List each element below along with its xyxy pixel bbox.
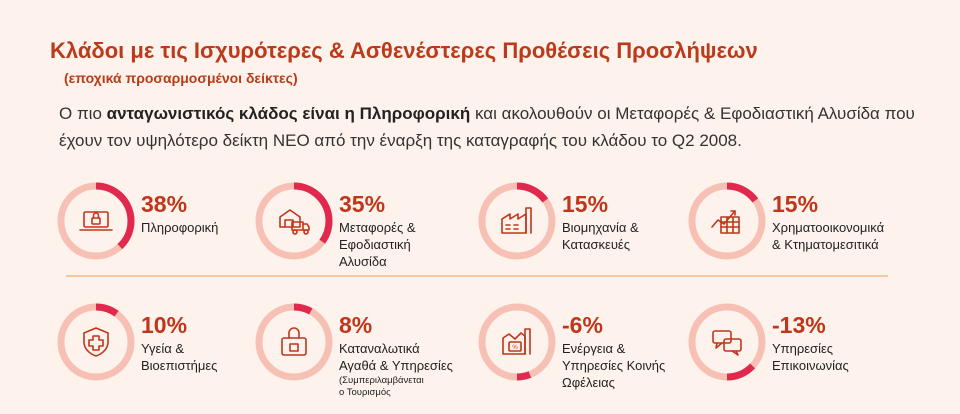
sector-gauge	[478, 182, 556, 260]
sector-label: & Κτηματομεσιτικά	[772, 237, 879, 252]
sector-gauge	[57, 182, 135, 260]
sector-value: 38%	[141, 191, 188, 217]
sector-gauge	[57, 303, 135, 381]
sector-label: Υπηρεσίες	[772, 341, 834, 356]
sector-value: 10%	[141, 312, 188, 338]
chart-growth-icon	[711, 210, 740, 234]
sector-label: Χρηματοοικονομικά	[772, 220, 885, 235]
sector-label: Μεταφορές &	[339, 220, 416, 235]
sector-gauge	[688, 182, 766, 260]
gauge-fill	[478, 303, 556, 381]
svg-text:%: %	[512, 345, 518, 351]
speech-bubbles-icon	[712, 330, 742, 356]
gauge-fill	[255, 303, 333, 381]
sector-gauge	[255, 303, 333, 381]
factory-icon	[501, 207, 532, 234]
sector-label: Ενέργεια &	[562, 341, 626, 356]
sector-value: 35%	[339, 191, 386, 217]
page-title: Κλάδοι με τις Ισχυρότερες & Ασθενέστερες…	[50, 38, 758, 63]
sector-label: Κατασκευές	[562, 237, 630, 252]
truck-warehouse-icon	[279, 209, 310, 235]
sector-label: Αλυσίδα	[339, 254, 387, 269]
sector-label: Αγαθά & Υπηρεσίες	[339, 358, 453, 373]
medical-shield-icon	[83, 327, 109, 357]
sector-note: (Συμπεριλαμβάνεται	[339, 375, 424, 386]
sector-gauge	[255, 182, 333, 260]
intro-post: και ακολουθούν οι Μεταφορές & Εφοδιαστικ…	[59, 104, 915, 150]
sector-value: 15%	[562, 191, 609, 217]
gauge-fill	[57, 182, 135, 260]
sector-label: Βιομηχανία &	[562, 220, 639, 235]
sector-label: Επικοινωνίας	[772, 358, 849, 373]
sector-card: 10% Υγεία & Βιοεπιστήμες	[57, 303, 297, 398]
sector-value: -6%	[562, 312, 603, 338]
sector-card: 35% Μεταφορές & Εφοδιαστική Αλυσίδα	[255, 182, 495, 277]
sector-note: ο Τουρισμός	[339, 387, 391, 398]
gauge-fill	[688, 182, 766, 260]
sector-label: Εφοδιαστική	[339, 237, 411, 252]
intro-bold: ανταγωνιστικός κλάδος είναι η Πληροφορικ…	[106, 104, 471, 123]
section-divider	[66, 275, 888, 277]
gauge-fill	[255, 182, 333, 260]
gauge-fill	[57, 303, 135, 381]
page-subtitle: (εποχικά προσαρμοσμένοι δείκτες)	[64, 70, 298, 86]
intro-text: Ο πιο ανταγωνιστικός κλάδος είναι η Πληρ…	[59, 100, 939, 154]
gauge-fill	[478, 182, 556, 260]
sector-card: 8% Καταναλωτικά Αγαθά & Υπηρεσίες (Συμπεριλ…	[255, 303, 495, 398]
sector-label: Καταναλωτικά	[339, 341, 420, 356]
sector-label: Πληροφορική	[141, 220, 219, 235]
sector-card: 15% Χρηματοοικονομικά & Κτηματομεσιτικά	[688, 182, 928, 277]
gauge-fill	[688, 303, 766, 381]
intro-pre: Ο πιο	[59, 104, 107, 123]
sector-card: -13% Υπηρεσίες Επικοινωνίας	[688, 303, 928, 398]
sector-card: 38% Πληροφορική	[57, 182, 297, 277]
sector-value: 8%	[339, 312, 373, 338]
sector-gauge	[688, 303, 766, 381]
sector-label: Υπηρεσίες Κοινής	[562, 358, 666, 373]
laptop-lock-icon	[79, 211, 113, 231]
sector-label: Βιοεπιστήμες	[141, 358, 218, 373]
sector-card: 15% Βιομηχανία & Κατασκευές	[478, 182, 718, 277]
energy-percent-icon: %	[502, 328, 531, 355]
shopping-bag-icon	[281, 327, 307, 356]
sector-label: Ωφέλειας	[562, 375, 615, 390]
sector-card: % -6% Ενέργεια & Υπηρεσίες Κοινής Ωφέλειας	[478, 303, 718, 398]
sector-value: 15%	[772, 191, 819, 217]
sector-gauge: %	[478, 303, 556, 381]
sector-label: Υγεία &	[141, 341, 185, 356]
sector-value: -13%	[772, 312, 826, 338]
